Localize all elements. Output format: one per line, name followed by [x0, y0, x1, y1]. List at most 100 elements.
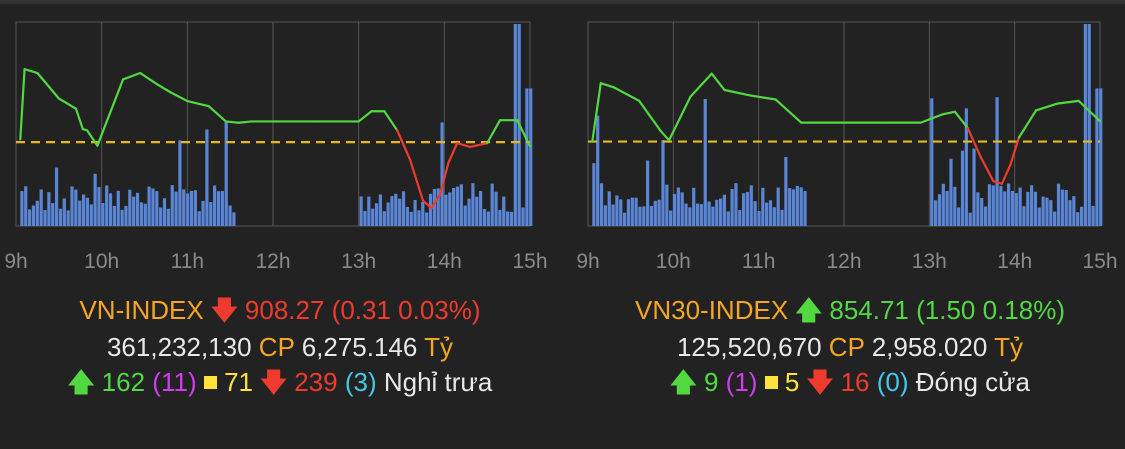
index-line-segment [23, 68, 39, 75]
floor-count: (0) [876, 367, 909, 397]
volume-bar [170, 185, 174, 226]
volume-bar [367, 196, 371, 226]
volume-bar [1083, 24, 1087, 226]
volume-bar [1095, 88, 1099, 227]
volume-bar [425, 212, 429, 226]
index-line-segment [421, 199, 433, 210]
index-line-segment [396, 129, 412, 161]
index-line-segment [224, 120, 240, 124]
volume-bar [382, 211, 386, 226]
volume-bar [74, 189, 78, 226]
volume-bar [521, 207, 525, 226]
volume-bar [1079, 206, 1084, 226]
index-line-segment [516, 119, 532, 148]
index-line-segment [36, 71, 60, 100]
index-line-segment [1077, 99, 1102, 123]
volume-bar [201, 200, 205, 226]
index-line-segment [357, 110, 373, 123]
volume-bar [116, 190, 120, 226]
volume-bar [619, 199, 623, 226]
volume-bar [780, 209, 784, 226]
volume-bar [1018, 187, 1022, 226]
volume-bar [93, 173, 97, 226]
vnindex-volume-line: 361,232,130 CP 6,275.146 Tỷ [0, 329, 560, 365]
volume-bar [490, 183, 494, 226]
volume-bar [669, 210, 673, 226]
volume-bar [1076, 212, 1080, 226]
vnindex-chart: 9h 10h 11h 12h 13h 14h 15h [4, 21, 548, 273]
index-line-segment [447, 142, 459, 164]
volume-bar [174, 191, 178, 226]
index-line-segment [468, 142, 489, 149]
volume-bar [112, 206, 117, 226]
volume-bar [757, 211, 761, 226]
volume-bar [1099, 88, 1103, 227]
volume-bar [371, 208, 375, 226]
vn30-panel: 9h 10h 11h 12h 13h 14h 15h VN30-INDEX 🡅 854.71… [570, 0, 1125, 449]
volume-bar [695, 203, 700, 226]
volume-bar [1026, 191, 1030, 226]
volume-bar [20, 191, 24, 226]
volume-bar [1030, 185, 1034, 226]
volume-bar [482, 209, 487, 226]
volume-bar [634, 197, 638, 226]
volume-bar [692, 187, 696, 226]
volume-bar [467, 198, 471, 226]
volume-bar [193, 190, 197, 226]
volume-bar [945, 190, 949, 226]
volume-bar [463, 205, 467, 226]
volume-bar [980, 197, 984, 226]
volume-bar [409, 211, 413, 226]
volume-bar [653, 200, 657, 226]
index-line-segment [96, 78, 125, 147]
volume-bar [432, 188, 436, 226]
volume-bar [78, 200, 82, 226]
x-tick-label: 13h [341, 250, 376, 273]
vn30-volume-line: 125,520,670 CP 2,958.020 Tỷ [570, 329, 1125, 365]
volume-bar [738, 209, 742, 226]
x-tick-label: 10h [84, 250, 119, 273]
volume-bar [436, 188, 440, 226]
volume-bar [417, 210, 421, 226]
volume-bar [509, 211, 514, 226]
volume-bar [730, 189, 734, 226]
volume-bar [941, 183, 945, 226]
volume-bar [983, 206, 988, 226]
index-line-segment [749, 94, 777, 101]
turnover-value: 2,958.020 [871, 332, 988, 362]
volume-bar [957, 207, 961, 226]
volume-bar [39, 189, 43, 226]
x-tick-label: 11h [742, 250, 775, 273]
volume-bar [1060, 189, 1064, 226]
unchanged-count: 5 [784, 367, 800, 397]
index-line-segment [919, 113, 944, 124]
index-line-segment [612, 86, 641, 102]
volume-bar [964, 108, 968, 226]
volume-value: 125,520,670 [676, 332, 822, 362]
volume-bar [62, 198, 66, 226]
vn30-chart: 9h 10h 11h 12h 13h 14h 15h [576, 21, 1118, 273]
volume-bar [216, 191, 221, 226]
volume-bar [753, 201, 757, 226]
volume-bar [1045, 197, 1049, 226]
unchanged-count: 71 [224, 367, 253, 397]
volume-bar [661, 139, 665, 226]
vnindex-breadth-line: 🡅 162 (11) 71 🡇 239 (3) Nghỉ trưa [0, 364, 560, 400]
vn30-breadth-line: 🡅 9 (1) 5 🡇 16 (0) Đóng cửa [570, 364, 1125, 400]
x-tick-label: 11h [171, 250, 204, 273]
volume-bar [745, 191, 750, 226]
volume-bar [151, 188, 155, 226]
volume-bar [378, 194, 382, 226]
volume-bar [421, 201, 425, 226]
index-line-segment [941, 110, 957, 116]
index-line-segment [207, 105, 227, 123]
index-line-segment [689, 72, 713, 98]
index-name: VN-INDEX [79, 295, 204, 325]
arrow-down-icon: 🡇 [210, 295, 238, 325]
volume-bar [638, 206, 642, 226]
index-line-segment [121, 71, 142, 81]
volume-bar [135, 192, 140, 226]
volume-bar [58, 208, 63, 226]
volume-bar [960, 150, 965, 226]
volume-bar [178, 140, 182, 226]
